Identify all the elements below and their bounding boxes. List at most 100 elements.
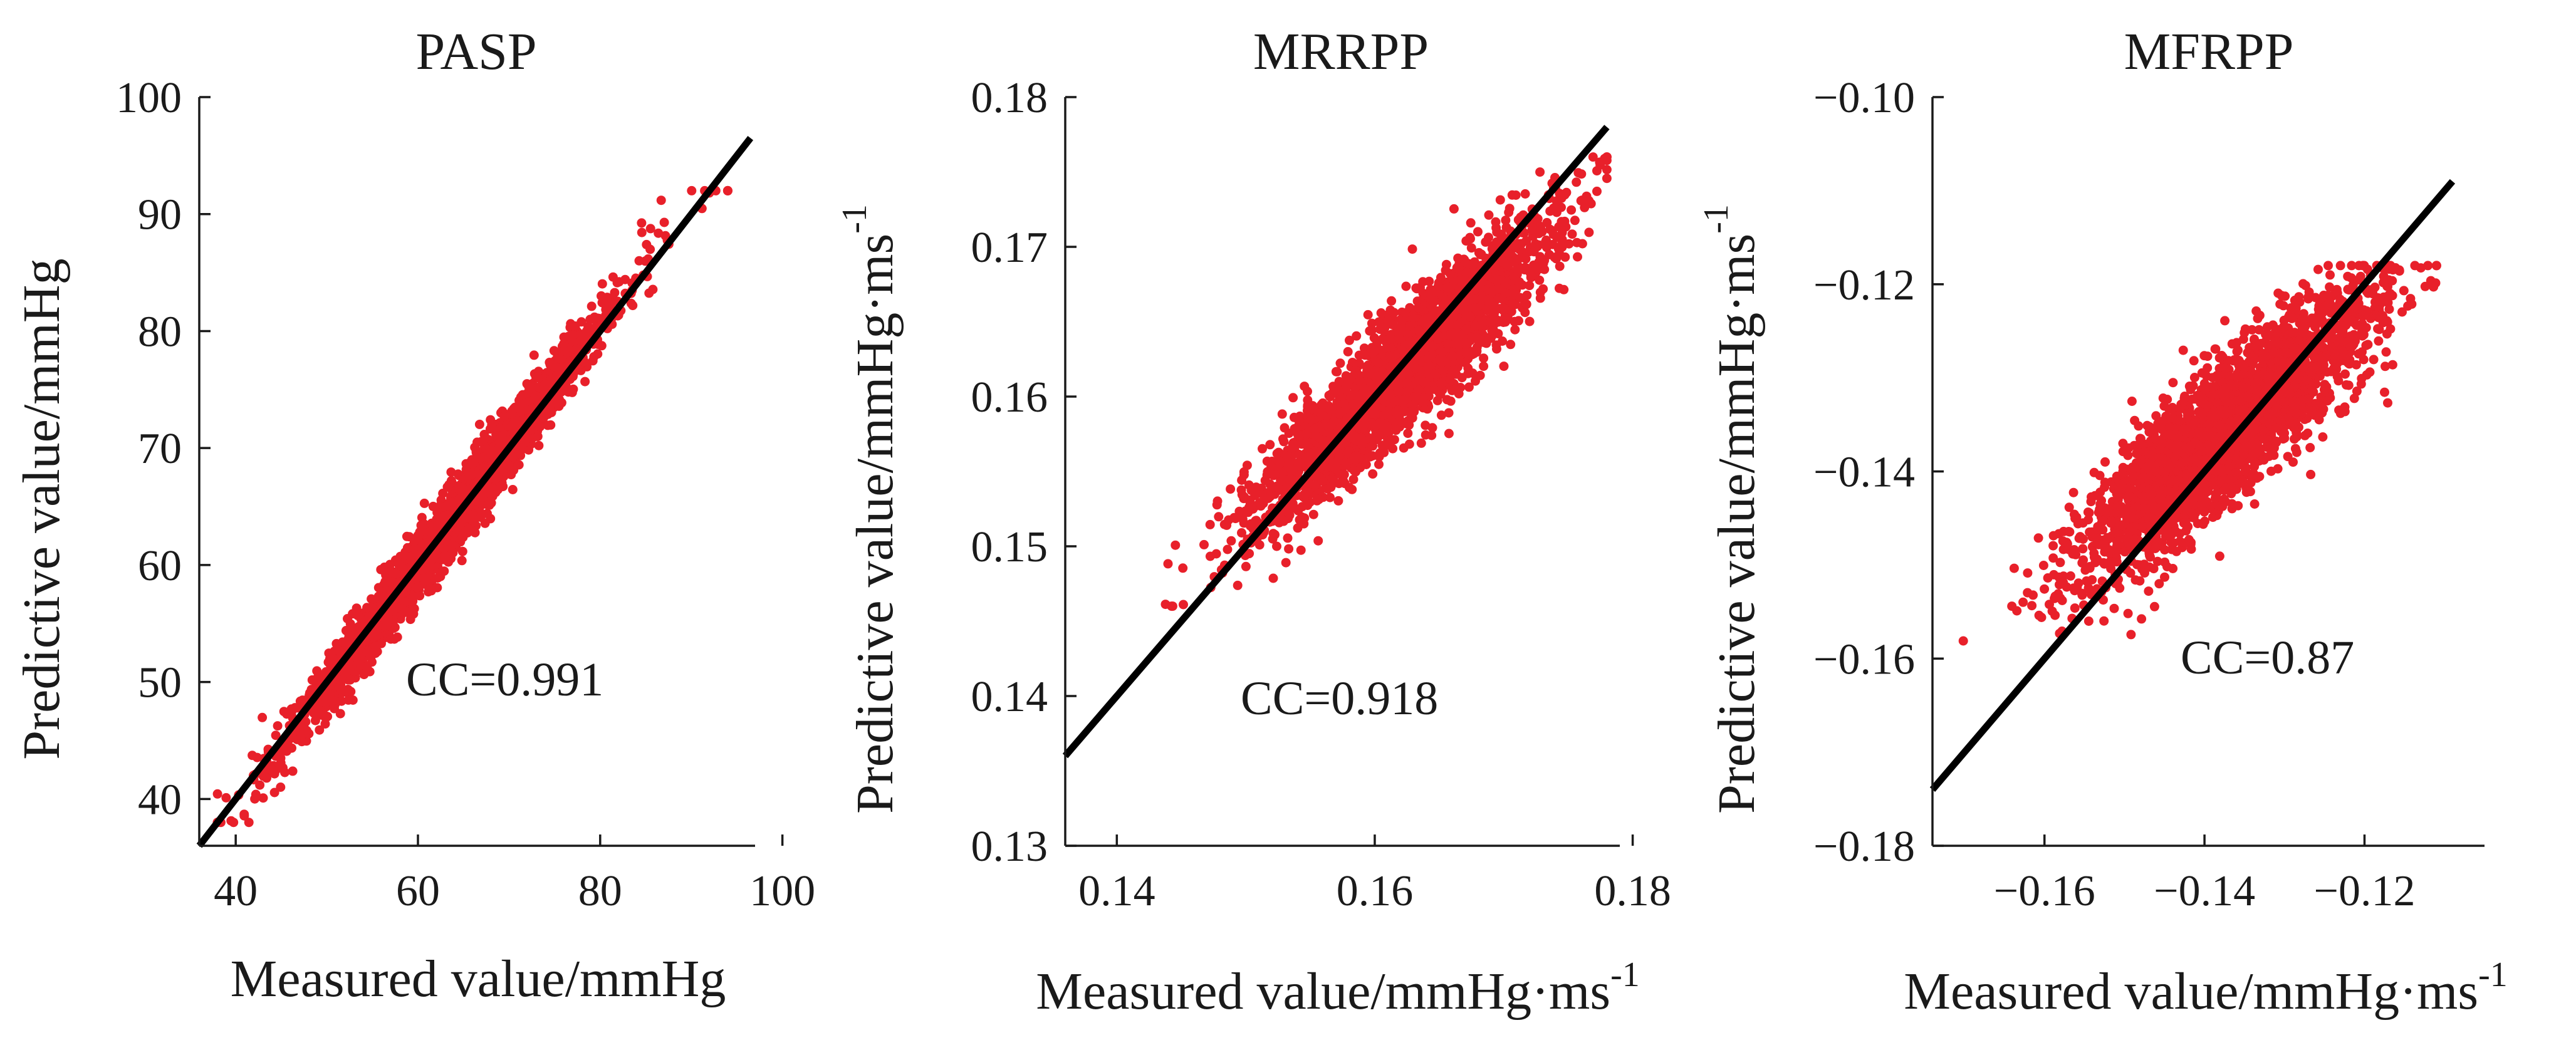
scatter-point	[1421, 420, 1431, 430]
scatter-point	[1444, 408, 1454, 418]
scatter-point	[268, 766, 278, 776]
scatter-point	[269, 788, 279, 798]
scatter-point	[1308, 509, 1318, 519]
scatter-point	[382, 579, 392, 589]
y-tick-label: 90	[138, 191, 182, 239]
x-tick-label: 60	[396, 867, 440, 915]
scatter-point	[722, 185, 733, 195]
scatter-point	[321, 667, 331, 677]
scatter-point	[1602, 165, 1612, 175]
scatter-point	[1284, 544, 1294, 554]
scatter-point	[568, 331, 578, 341]
scatter-point	[1592, 186, 1602, 196]
scatter-point	[559, 332, 569, 342]
x-tick-label: 80	[578, 867, 622, 915]
scatter-point	[1322, 462, 1332, 472]
scatter-point	[580, 377, 590, 387]
scatter-point	[533, 432, 543, 442]
scatter-point	[1520, 189, 1530, 199]
scatter-point	[250, 794, 260, 804]
scatter-point	[1592, 166, 1602, 176]
scatter-point	[379, 620, 388, 630]
scatter-point	[1283, 533, 1293, 543]
y-tick-label: 40	[138, 776, 182, 824]
scatter-point	[391, 569, 401, 579]
scatter-point	[1335, 358, 1345, 368]
scatter-point	[476, 437, 486, 447]
scatter-point	[1473, 227, 1483, 237]
scatter-point	[518, 390, 528, 400]
scatter-point	[315, 725, 325, 735]
scatter-point	[1572, 177, 1582, 187]
scatter-point	[556, 354, 566, 364]
scatter-point	[1226, 484, 1236, 494]
scatter-point	[1237, 528, 1246, 538]
scatter-point	[252, 752, 262, 762]
scatter-point	[1484, 210, 1494, 220]
scatter-point	[1376, 308, 1386, 318]
scatter-point	[425, 583, 435, 593]
scatter-point	[1521, 236, 1531, 246]
scatter-point	[514, 460, 524, 470]
scatter-point	[1504, 204, 1515, 214]
scatter-point	[419, 498, 429, 508]
x-tick-label: 40	[214, 867, 258, 915]
scatter-point	[476, 512, 486, 522]
scatter-point	[310, 715, 320, 725]
y-tick-label: 70	[138, 425, 182, 473]
scatter-point	[587, 301, 597, 311]
scatter-point	[645, 224, 655, 234]
x-axis-label-text: Measured value/mmHg	[231, 950, 726, 1008]
scatter-point	[529, 394, 539, 404]
scatter-point	[343, 614, 352, 623]
scatter-point	[459, 484, 469, 494]
scatter-point	[474, 419, 484, 429]
x-axis-label: Measured value/mmHg	[231, 950, 726, 1008]
scatter-point	[405, 615, 415, 625]
scatter-point	[477, 492, 488, 502]
chart-title: PASP	[415, 23, 536, 81]
scatter-point	[543, 420, 553, 430]
scatter-point	[508, 452, 518, 462]
scatter-point	[1535, 167, 1545, 177]
scatter-point	[362, 662, 372, 672]
scatter-point	[280, 767, 289, 777]
scatter-point	[597, 279, 607, 289]
scatter-point	[568, 384, 578, 394]
scatter-point	[1520, 308, 1530, 318]
scatter-point	[1313, 536, 1323, 546]
scatter-point	[457, 556, 467, 566]
scatter-point	[1293, 523, 1303, 533]
scatter-point	[601, 304, 611, 314]
scatter-point	[432, 521, 442, 531]
scatter-point	[518, 444, 528, 454]
scatter-point	[533, 372, 543, 382]
scatter-point	[1205, 519, 1215, 529]
scatter-point	[290, 703, 300, 713]
scatter-point	[288, 766, 298, 776]
scatter-point	[425, 526, 435, 536]
scatter-point	[353, 621, 363, 632]
scatter-point	[370, 641, 380, 651]
scatter-point	[327, 653, 337, 663]
fit-line	[196, 135, 754, 848]
scatter-point	[602, 296, 612, 306]
scatter-point	[570, 321, 580, 331]
scatter-point	[576, 336, 586, 346]
scatter-point	[1272, 541, 1281, 551]
scatter-point	[276, 782, 286, 792]
scatter-point	[645, 244, 655, 254]
scatter-point	[1479, 353, 1489, 363]
scatter-point	[1466, 243, 1476, 253]
scatter-point	[471, 446, 481, 455]
scatter-point	[345, 675, 355, 685]
y-tick-label: 50	[138, 659, 182, 707]
scatter-point	[1265, 440, 1275, 450]
scatter-point	[1510, 316, 1520, 326]
scatter-point	[545, 358, 555, 367]
scatter-point	[553, 398, 563, 408]
scatter-point	[415, 527, 425, 537]
scatter-point	[212, 789, 222, 799]
y-axis-label-text: Predictive value/mmHg	[13, 258, 71, 759]
